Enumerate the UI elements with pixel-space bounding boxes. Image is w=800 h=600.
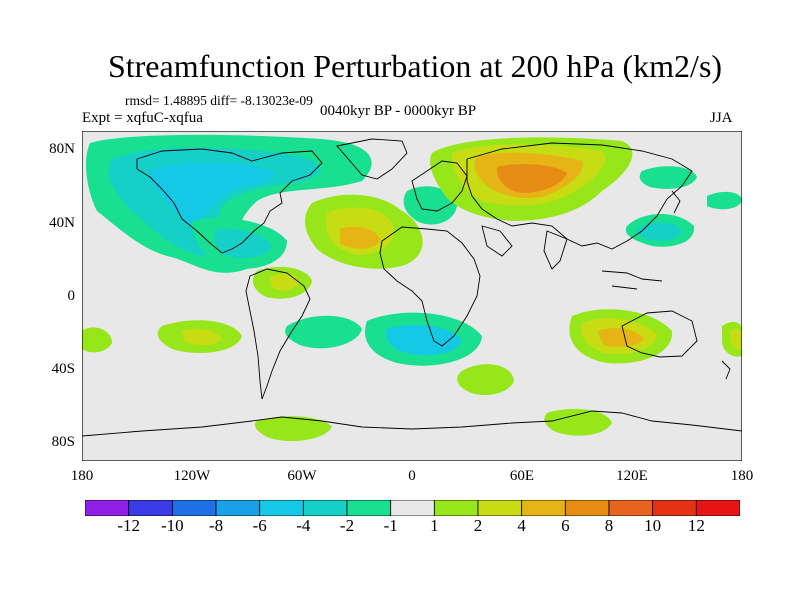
colorbar-box [477, 500, 523, 516]
lon-label: 60W [287, 468, 317, 484]
colorbar-box [390, 500, 435, 516]
asia-outline [466, 142, 693, 250]
lon-label: 120W [173, 468, 211, 484]
colorbar-box [215, 500, 261, 516]
colorbar-label: -8 [208, 516, 224, 535]
colorbar-label: 1 [430, 516, 439, 535]
lon-label: 0 [408, 468, 416, 484]
colorbar-label: -6 [252, 516, 267, 535]
newzealand-outline [721, 360, 731, 380]
greenland-outline [336, 138, 408, 180]
north-america-outline [136, 148, 323, 254]
colorbar-label: -2 [339, 516, 355, 535]
colorbar-label: -1 [383, 516, 398, 535]
lon-label: 60E [509, 468, 535, 484]
period-label: 0040kyr BP - 0000kyr BP [320, 103, 477, 119]
lon-label: 120E [616, 468, 648, 484]
colorbar-label: 4 [517, 516, 526, 535]
colorbar [85, 500, 740, 516]
lat-label: 80N [49, 141, 75, 157]
positive-anomaly-region [730, 328, 742, 350]
positive-anomaly-region [182, 329, 222, 346]
colorbar-box [259, 500, 304, 516]
colorbar-box [85, 500, 130, 516]
coastlines [82, 138, 742, 437]
negative-anomaly-region [386, 325, 462, 356]
season-label: JJA [710, 110, 733, 126]
positive-anomaly-region [597, 328, 644, 347]
negative-anomaly-region [285, 315, 362, 349]
contour-fields [82, 134, 742, 442]
japan-outline [671, 190, 681, 214]
positive-anomaly-region [270, 273, 300, 291]
negative-anomaly-region [149, 162, 275, 226]
lat-label: 80S [51, 434, 75, 450]
colorbar-box [652, 500, 697, 516]
colorbar-box [521, 500, 566, 516]
south-america-outline [245, 268, 311, 400]
colorbar-box [128, 500, 173, 516]
colorbar-box [433, 500, 479, 516]
positive-anomaly-region [496, 164, 567, 193]
colorbar-label: -10 [160, 516, 184, 535]
negative-anomaly-region [639, 166, 697, 189]
plot-title: Streamfunction Perturbation at 200 hPa (… [107, 48, 723, 84]
experiment-label: Expt = xqfuC-xqfua [82, 110, 203, 126]
positive-anomaly-region [254, 416, 332, 442]
colorbar-box [564, 500, 610, 516]
negative-anomaly-region [707, 191, 742, 210]
colorbar-label: 2 [473, 516, 483, 535]
positive-anomaly-region [544, 408, 612, 436]
colorbar-label: 12 [687, 516, 705, 535]
negative-anomaly-region [214, 228, 272, 259]
colorbar-box [695, 500, 740, 516]
colorbar-label: 6 [561, 516, 570, 535]
colorbar-box [346, 500, 392, 516]
colorbar-label: 10 [644, 516, 662, 535]
positive-anomaly-region [82, 337, 96, 350]
colorbar-box [302, 500, 348, 516]
lon-label: 180 [730, 468, 754, 484]
colorbar-box [608, 500, 654, 516]
africa-outline [379, 226, 481, 347]
lat-label: 40S [51, 361, 75, 377]
map-panel [82, 131, 742, 461]
colorbar-label: -4 [296, 516, 311, 535]
negative-anomaly-region [403, 186, 457, 225]
lat-label: 0 [67, 288, 76, 304]
india-outline [543, 230, 568, 270]
australia-outline [621, 310, 698, 358]
stats-line: rmsd= 1.48895 diff= -8.13023e-09 [125, 93, 313, 108]
lat-label: 40N [49, 215, 75, 231]
colorbar-box [171, 500, 217, 516]
europe-outline [411, 160, 468, 212]
indonesia-outline [601, 270, 663, 290]
positive-anomaly-region [457, 364, 514, 396]
negative-anomaly-region [636, 222, 682, 241]
positive-anomaly-region [340, 226, 380, 249]
colorbar-label: 8 [604, 516, 614, 535]
arabia-outline [481, 225, 513, 257]
antarctica-outline [82, 410, 742, 437]
colorbar-label: -12 [117, 516, 140, 535]
lon-label: 180 [70, 468, 94, 484]
